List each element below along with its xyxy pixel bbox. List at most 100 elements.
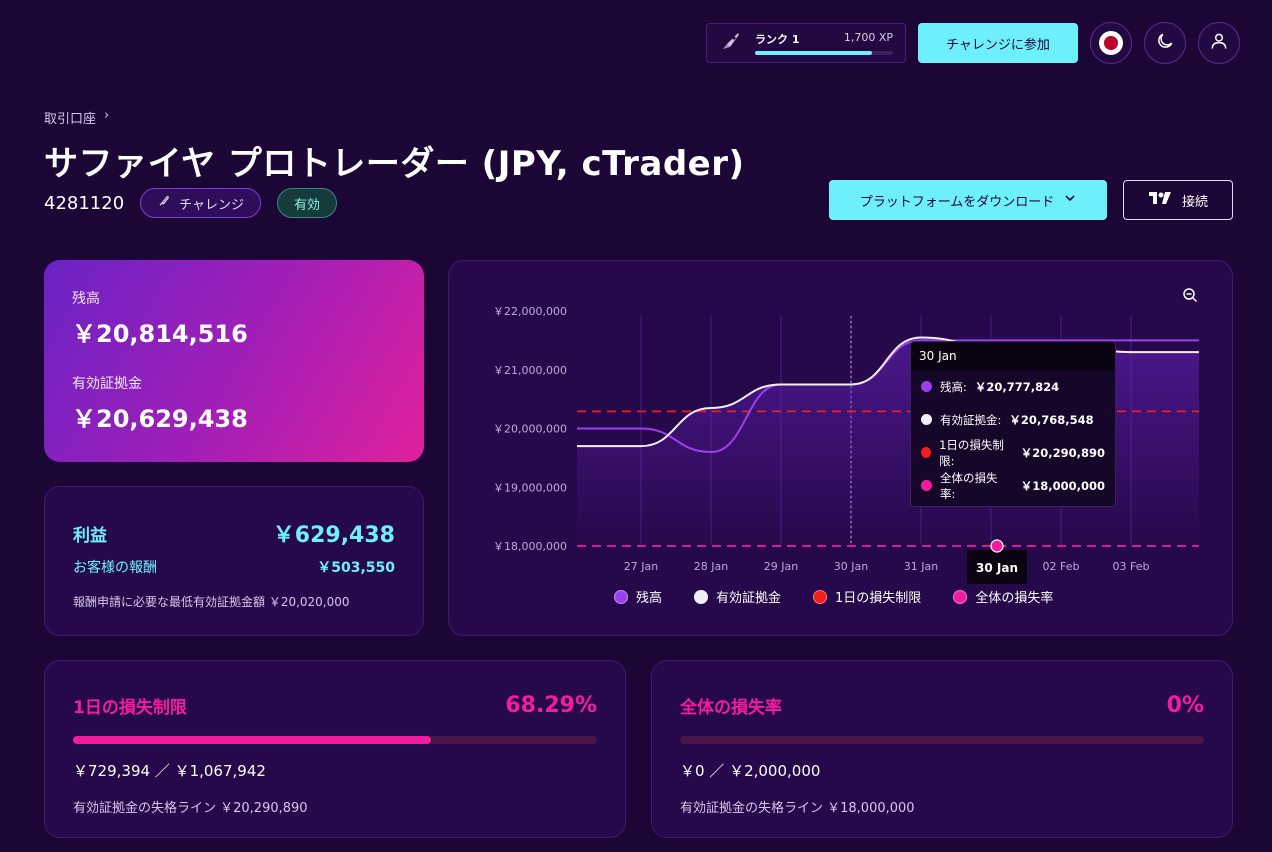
rocket-icon xyxy=(719,29,743,57)
reward-label: お客様の報酬 xyxy=(73,560,157,576)
balance-label: 残高 xyxy=(72,291,100,307)
equity-label: 有効証拠金 xyxy=(72,376,142,392)
daily-loss-progress-fill xyxy=(73,736,431,744)
tooltip-value: ￥20,777,824 xyxy=(974,379,1060,394)
rank-widget[interactable]: ランク 1 1,700 XP xyxy=(706,23,906,63)
x-tick-label: 28 Jan xyxy=(694,560,728,573)
profit-value: ￥629,438 xyxy=(272,523,395,548)
equity-line-chart[interactable]: ￥22,000,000 ￥21,000,000 ￥20,000,000 ￥19,000… xyxy=(449,261,1234,637)
daily-loss-title: 1日の損失制限 xyxy=(73,698,187,718)
tradingview-icon xyxy=(1148,191,1172,209)
x-highlight-label: 30 Jan xyxy=(976,561,1018,575)
legend-item-balance[interactable]: 残高 xyxy=(614,587,662,606)
x-tick-label: 30 Jan xyxy=(834,560,868,573)
total-loss-line-text: 有効証拠金の失格ライン ￥18,000,000 xyxy=(680,801,915,816)
japan-flag-icon xyxy=(1099,31,1123,55)
legend-label: 1日の損失制限 xyxy=(835,591,922,606)
legend-dot xyxy=(694,589,709,604)
breadcrumb: 取引口座 › xyxy=(44,108,109,127)
min-equity-text: 報酬申請に必要な最低有効証拠金額 ￥20,020,000 xyxy=(73,595,350,609)
rank-label: ランク 1 xyxy=(755,33,800,46)
challenge-badge-label: チャレンジ xyxy=(179,197,245,213)
connect-label: 接続 xyxy=(1181,194,1208,210)
x-tick-label: 27 Jan xyxy=(624,560,658,573)
legend-dot xyxy=(953,589,968,604)
chevron-down-icon xyxy=(1064,192,1076,208)
legend-item-equity[interactable]: 有効証拠金 xyxy=(694,587,781,606)
daily-loss-amount: ￥729,394 ／ ￥1,067,942 xyxy=(73,762,266,780)
page-title: サファイヤ プロトレーダー (JPY, cTrader) xyxy=(44,144,745,184)
equity-value: ￥20,629,438 xyxy=(72,405,248,433)
profit-label: 利益 xyxy=(73,525,107,546)
y-tick-label: ￥20,000,000 xyxy=(493,423,567,436)
total-loss-amount: ￥0 ／ ￥2,000,000 xyxy=(680,762,821,780)
y-tick-label: ￥18,000,000 xyxy=(493,540,567,553)
daily-loss-line-text: 有効証拠金の失格ライン ￥20,290,890 xyxy=(73,801,308,816)
y-tick-label: ￥22,000,000 xyxy=(493,305,567,318)
download-platform-label: プラットフォームをダウンロード xyxy=(859,194,1055,210)
rank-info: ランク 1 1,700 XP xyxy=(755,31,893,55)
tooltip-label: 全体の損失率: xyxy=(939,470,998,501)
chart-legend: 残高 有効証拠金 1日の損失制限 全体の損失率 xyxy=(614,587,1053,606)
status-badge: 有効 xyxy=(277,188,338,218)
challenge-badge: チャレンジ xyxy=(140,188,262,218)
join-challenge-button[interactable]: チャレンジに参加 xyxy=(918,23,1078,63)
daily-limit-dot xyxy=(921,447,932,458)
language-button[interactable] xyxy=(1090,22,1132,64)
daily-loss-progress-bar xyxy=(73,736,597,744)
x-tick-label: 03 Feb xyxy=(1113,560,1150,573)
equity-chart-card: ￥22,000,000 ￥21,000,000 ￥20,000,000 ￥19,000… xyxy=(448,260,1233,636)
legend-item-daily-limit[interactable]: 1日の損失制限 xyxy=(813,587,921,606)
tooltip-label: 有効証拠金: xyxy=(940,412,1002,427)
xp-label: 1,700 XP xyxy=(843,31,893,44)
total-loss-percent: 0% xyxy=(1166,693,1204,718)
top-bar: ランク 1 1,700 XP チャレンジに参加 xyxy=(706,22,1240,64)
breadcrumb-link[interactable]: 取引口座 xyxy=(44,112,97,127)
chart-tooltip: 30 Jan 残高: ￥20,777,824 有効証拠金: ￥20,768,54… xyxy=(910,341,1116,507)
legend-label: 有効証拠金 xyxy=(716,591,782,606)
status-badge-label: 有効 xyxy=(294,197,321,213)
tooltip-row-equity: 有効証拠金: ￥20,768,548 xyxy=(911,403,1115,436)
connect-button[interactable]: 接続 xyxy=(1123,180,1233,220)
tooltip-label: 残高: xyxy=(940,379,967,394)
total-loss-title: 全体の損失率 xyxy=(680,698,782,718)
tooltip-row-daily-limit: 1日の損失制限: ￥20,290,890 xyxy=(911,436,1115,469)
tooltip-value: ￥18,000,000 xyxy=(1020,478,1105,493)
tooltip-date: 30 Jan xyxy=(911,342,1115,370)
balance-value: ￥20,814,516 xyxy=(72,320,248,348)
y-tick-label: ￥19,000,000 xyxy=(493,481,567,494)
reward-value: ￥503,550 xyxy=(317,560,395,576)
y-tick-label: ￥21,000,000 xyxy=(493,364,567,377)
series-marker xyxy=(990,539,1004,553)
chevron-right-icon: › xyxy=(104,108,110,123)
tooltip-value: ￥20,290,890 xyxy=(1020,445,1105,460)
balance-dot xyxy=(921,381,932,392)
tooltip-label: 1日の損失制限: xyxy=(939,437,1004,468)
theme-toggle-button[interactable] xyxy=(1144,22,1186,64)
zoom-out-icon[interactable] xyxy=(1182,287,1198,307)
legend-item-total-loss[interactable]: 全体の損失率 xyxy=(953,587,1053,606)
xp-progress-fill xyxy=(755,51,873,55)
xp-progress-bar xyxy=(755,51,893,55)
download-platform-button[interactable]: プラットフォームをダウンロード xyxy=(829,180,1107,220)
rocket-icon xyxy=(157,194,171,212)
x-highlight-box xyxy=(967,550,1027,584)
moon-icon xyxy=(1155,31,1175,55)
legend-label: 残高 xyxy=(636,591,663,606)
tooltip-row-total-loss: 全体の損失率: ￥18,000,000 xyxy=(911,469,1115,502)
x-tick-label: 02 Feb xyxy=(1043,560,1080,573)
user-icon xyxy=(1209,31,1229,55)
x-tick-label: 29 Jan xyxy=(764,560,798,573)
total-loss-card: 全体の損失率 0% ￥0 ／ ￥2,000,000 有効証拠金の失格ライン ￥1… xyxy=(651,660,1233,838)
account-meta: 4281120 チャレンジ 有効 xyxy=(44,188,338,218)
balance-card: 残高 ￥20,814,516 有効証拠金 ￥20,629,438 xyxy=(44,260,424,462)
tooltip-value: ￥20,768,548 xyxy=(1009,412,1094,427)
legend-dot xyxy=(813,589,828,604)
legend-label: 全体の損失率 xyxy=(975,591,1054,606)
legend-dot xyxy=(614,589,628,604)
daily-loss-card: 1日の損失制限 68.29% ￥729,394 ／ ￥1,067,942 有効証… xyxy=(44,660,626,838)
account-id: 4281120 xyxy=(44,192,125,214)
equity-dot xyxy=(921,414,932,425)
profile-button[interactable] xyxy=(1198,22,1240,64)
x-tick-label: 31 Jan xyxy=(904,560,938,573)
